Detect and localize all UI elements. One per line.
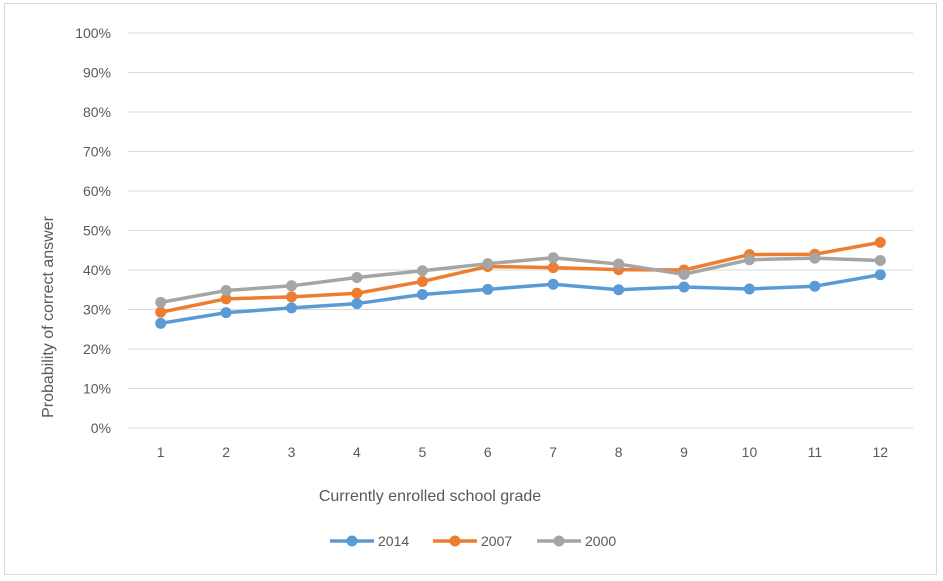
data-point xyxy=(874,269,886,281)
data-point xyxy=(351,287,363,299)
legend-swatch-marker xyxy=(346,535,358,547)
series-2000 xyxy=(155,252,886,308)
data-point xyxy=(416,288,428,300)
data-point xyxy=(416,265,428,277)
x-tick-label: 3 xyxy=(288,444,296,460)
data-point xyxy=(482,258,494,270)
series-2014 xyxy=(155,269,886,329)
y-tick-label: 40% xyxy=(83,262,111,278)
x-tick-label: 8 xyxy=(615,444,623,460)
y-tick-label: 0% xyxy=(91,420,111,436)
data-point xyxy=(416,275,428,287)
legend-swatch-marker xyxy=(449,535,461,547)
x-tick-label: 12 xyxy=(873,444,889,460)
x-tick-label: 11 xyxy=(808,444,823,460)
data-point xyxy=(743,283,755,295)
x-tick-label: 6 xyxy=(484,444,492,460)
data-point xyxy=(155,317,167,329)
series-line xyxy=(158,256,883,305)
data-point xyxy=(678,281,690,293)
x-tick-label: 5 xyxy=(418,444,426,460)
data-point xyxy=(547,278,559,290)
x-tick-label: 10 xyxy=(742,444,758,460)
data-point xyxy=(220,285,232,297)
x-tick-label: 4 xyxy=(353,444,361,460)
data-point xyxy=(351,272,363,284)
data-point xyxy=(351,298,363,310)
data-point xyxy=(286,302,298,314)
data-point xyxy=(743,254,755,266)
y-tick-label: 10% xyxy=(83,381,111,397)
y-tick-label: 100% xyxy=(75,25,111,41)
x-tick-label: 2 xyxy=(222,444,230,460)
data-point xyxy=(613,284,625,296)
data-point xyxy=(613,258,625,270)
y-tick-label: 50% xyxy=(83,223,111,239)
x-axis-ticks: 1 2 3 4 5 6 7 8 9 10 11 12 xyxy=(157,444,888,460)
y-axis-ticks: 0% 10% 20% 30% 40% 50% 60% 70% 80% 90% 100% xyxy=(75,25,111,436)
y-tick-label: 70% xyxy=(83,144,111,160)
gridlines xyxy=(128,32,913,429)
data-point xyxy=(874,255,886,267)
data-point xyxy=(220,293,232,305)
legend-item-2000: 2000 xyxy=(537,533,616,549)
y-tick-label: 90% xyxy=(83,65,111,81)
y-axis-title: Probability of correct answer xyxy=(40,215,57,418)
legend-swatch-marker xyxy=(553,535,565,547)
data-point xyxy=(286,291,298,303)
data-point xyxy=(547,252,559,264)
data-point xyxy=(547,262,559,274)
data-point xyxy=(809,280,821,292)
y-tick-label: 20% xyxy=(83,341,111,357)
legend-item-2007: 2007 xyxy=(433,533,512,549)
data-point xyxy=(155,296,167,308)
legend-label: 2000 xyxy=(585,533,616,549)
x-axis-title: Currently enrolled school grade xyxy=(319,488,541,505)
y-tick-label: 30% xyxy=(83,302,111,318)
y-tick-label: 80% xyxy=(83,104,111,120)
x-tick-label: 9 xyxy=(680,444,688,460)
x-tick-label: 1 xyxy=(157,444,165,460)
data-point xyxy=(482,283,494,295)
y-tick-label: 60% xyxy=(83,183,111,199)
data-point xyxy=(155,306,167,318)
data-point xyxy=(286,280,298,292)
data-point xyxy=(874,236,886,248)
data-point xyxy=(809,252,821,264)
series-lines xyxy=(155,236,886,329)
legend: 2014 2007 2000 xyxy=(330,533,616,549)
series-line xyxy=(158,240,883,315)
series-line xyxy=(158,272,883,326)
legend-label: 2007 xyxy=(481,533,512,549)
data-point xyxy=(220,307,232,319)
legend-item-2014: 2014 xyxy=(330,533,409,549)
legend-label: 2014 xyxy=(378,533,409,549)
data-point xyxy=(678,268,690,280)
x-tick-label: 7 xyxy=(549,444,557,460)
series-2007 xyxy=(155,236,886,318)
